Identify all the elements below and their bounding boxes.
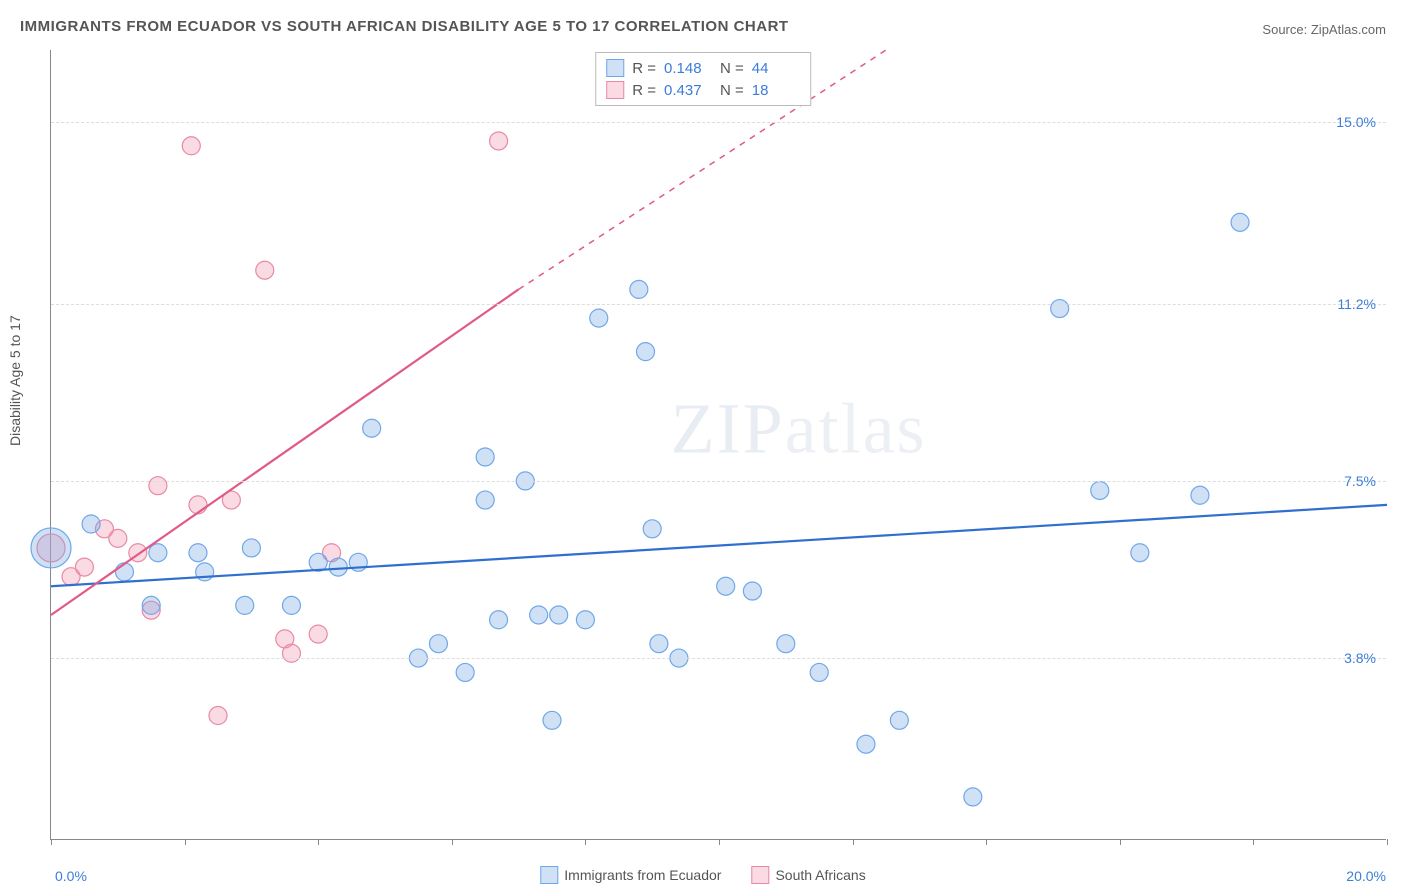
gridline: [51, 481, 1386, 482]
data-point: [810, 663, 828, 681]
data-point: [256, 261, 274, 279]
legend-label: South Africans: [775, 867, 865, 883]
data-point: [149, 544, 167, 562]
data-point: [329, 558, 347, 576]
data-point: [717, 577, 735, 595]
data-point: [476, 448, 494, 466]
legend-item: Immigrants from Ecuador: [540, 866, 721, 884]
correlation-legend: R = 0.148 N = 44 R = 0.437 N = 18: [595, 52, 811, 106]
x-tick: [719, 839, 720, 845]
data-point: [75, 558, 93, 576]
chart-title: IMMIGRANTS FROM ECUADOR VS SOUTH AFRICAN…: [20, 18, 789, 35]
data-point: [890, 711, 908, 729]
plot-area: ZIPatlas 3.8%7.5%11.2%15.0%: [50, 50, 1386, 840]
y-tick-label: 7.5%: [1344, 473, 1376, 489]
data-point: [777, 635, 795, 653]
scatter-svg: [51, 50, 1386, 839]
data-point: [82, 515, 100, 533]
legend-swatch: [540, 866, 558, 884]
x-tick: [986, 839, 987, 845]
data-point: [209, 707, 227, 725]
legend-swatch: [606, 59, 624, 77]
data-point: [590, 309, 608, 327]
data-point: [1131, 544, 1149, 562]
data-point: [576, 611, 594, 629]
n-label: N =: [720, 60, 744, 77]
data-point: [282, 644, 300, 662]
data-point: [630, 280, 648, 298]
x-tick: [853, 839, 854, 845]
data-point: [282, 596, 300, 614]
data-point: [189, 496, 207, 514]
data-point: [543, 711, 561, 729]
n-value: 44: [752, 60, 800, 77]
x-axis-max-label: 20.0%: [1346, 868, 1386, 884]
source-link[interactable]: ZipAtlas.com: [1311, 22, 1386, 37]
x-tick: [185, 839, 186, 845]
source-label: Source:: [1262, 22, 1307, 37]
data-point: [857, 735, 875, 753]
y-tick-label: 15.0%: [1336, 114, 1376, 130]
data-point: [650, 635, 668, 653]
data-point: [964, 788, 982, 806]
gridline: [51, 304, 1386, 305]
y-axis-title: Disability Age 5 to 17: [7, 315, 23, 446]
data-point: [115, 563, 133, 581]
data-point: [1231, 213, 1249, 231]
source-attribution: Source: ZipAtlas.com: [1262, 22, 1386, 37]
x-tick: [1120, 839, 1121, 845]
x-tick: [585, 839, 586, 845]
data-point: [550, 606, 568, 624]
data-point: [31, 528, 71, 568]
data-point: [142, 596, 160, 614]
n-label: N =: [720, 82, 744, 99]
data-point: [363, 419, 381, 437]
data-point: [182, 137, 200, 155]
r-label: R =: [632, 82, 656, 99]
data-point: [236, 596, 254, 614]
legend-item: South Africans: [751, 866, 865, 884]
data-point: [456, 663, 474, 681]
data-point: [476, 491, 494, 509]
data-point: [1191, 486, 1209, 504]
legend-row: R = 0.437 N = 18: [606, 79, 800, 101]
data-point: [490, 132, 508, 150]
series-legend: Immigrants from Ecuador South Africans: [540, 866, 865, 884]
x-tick: [318, 839, 319, 845]
r-value: 0.437: [664, 82, 712, 99]
data-point: [643, 520, 661, 538]
x-tick: [51, 839, 52, 845]
x-tick: [1387, 839, 1388, 845]
y-tick-label: 3.8%: [1344, 650, 1376, 666]
gridline: [51, 658, 1386, 659]
r-value: 0.148: [664, 60, 712, 77]
data-point: [490, 611, 508, 629]
data-point: [637, 343, 655, 361]
data-point: [743, 582, 761, 600]
gridline: [51, 122, 1386, 123]
data-point: [1051, 300, 1069, 318]
x-axis-min-label: 0.0%: [55, 868, 87, 884]
data-point: [309, 625, 327, 643]
legend-label: Immigrants from Ecuador: [564, 867, 721, 883]
data-point: [149, 477, 167, 495]
data-point: [429, 635, 447, 653]
r-label: R =: [632, 60, 656, 77]
data-point: [1091, 481, 1109, 499]
data-point: [189, 544, 207, 562]
trend-line: [51, 289, 519, 615]
data-point: [109, 529, 127, 547]
n-value: 18: [752, 82, 800, 99]
y-tick-label: 11.2%: [1337, 296, 1376, 312]
legend-swatch: [751, 866, 769, 884]
x-tick: [452, 839, 453, 845]
data-point: [242, 539, 260, 557]
legend-swatch: [606, 81, 624, 99]
legend-row: R = 0.148 N = 44: [606, 57, 800, 79]
data-point: [530, 606, 548, 624]
x-tick: [1253, 839, 1254, 845]
